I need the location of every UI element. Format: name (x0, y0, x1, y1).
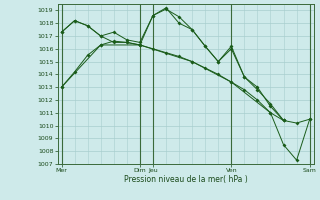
X-axis label: Pression niveau de la mer( hPa ): Pression niveau de la mer( hPa ) (124, 175, 247, 184)
